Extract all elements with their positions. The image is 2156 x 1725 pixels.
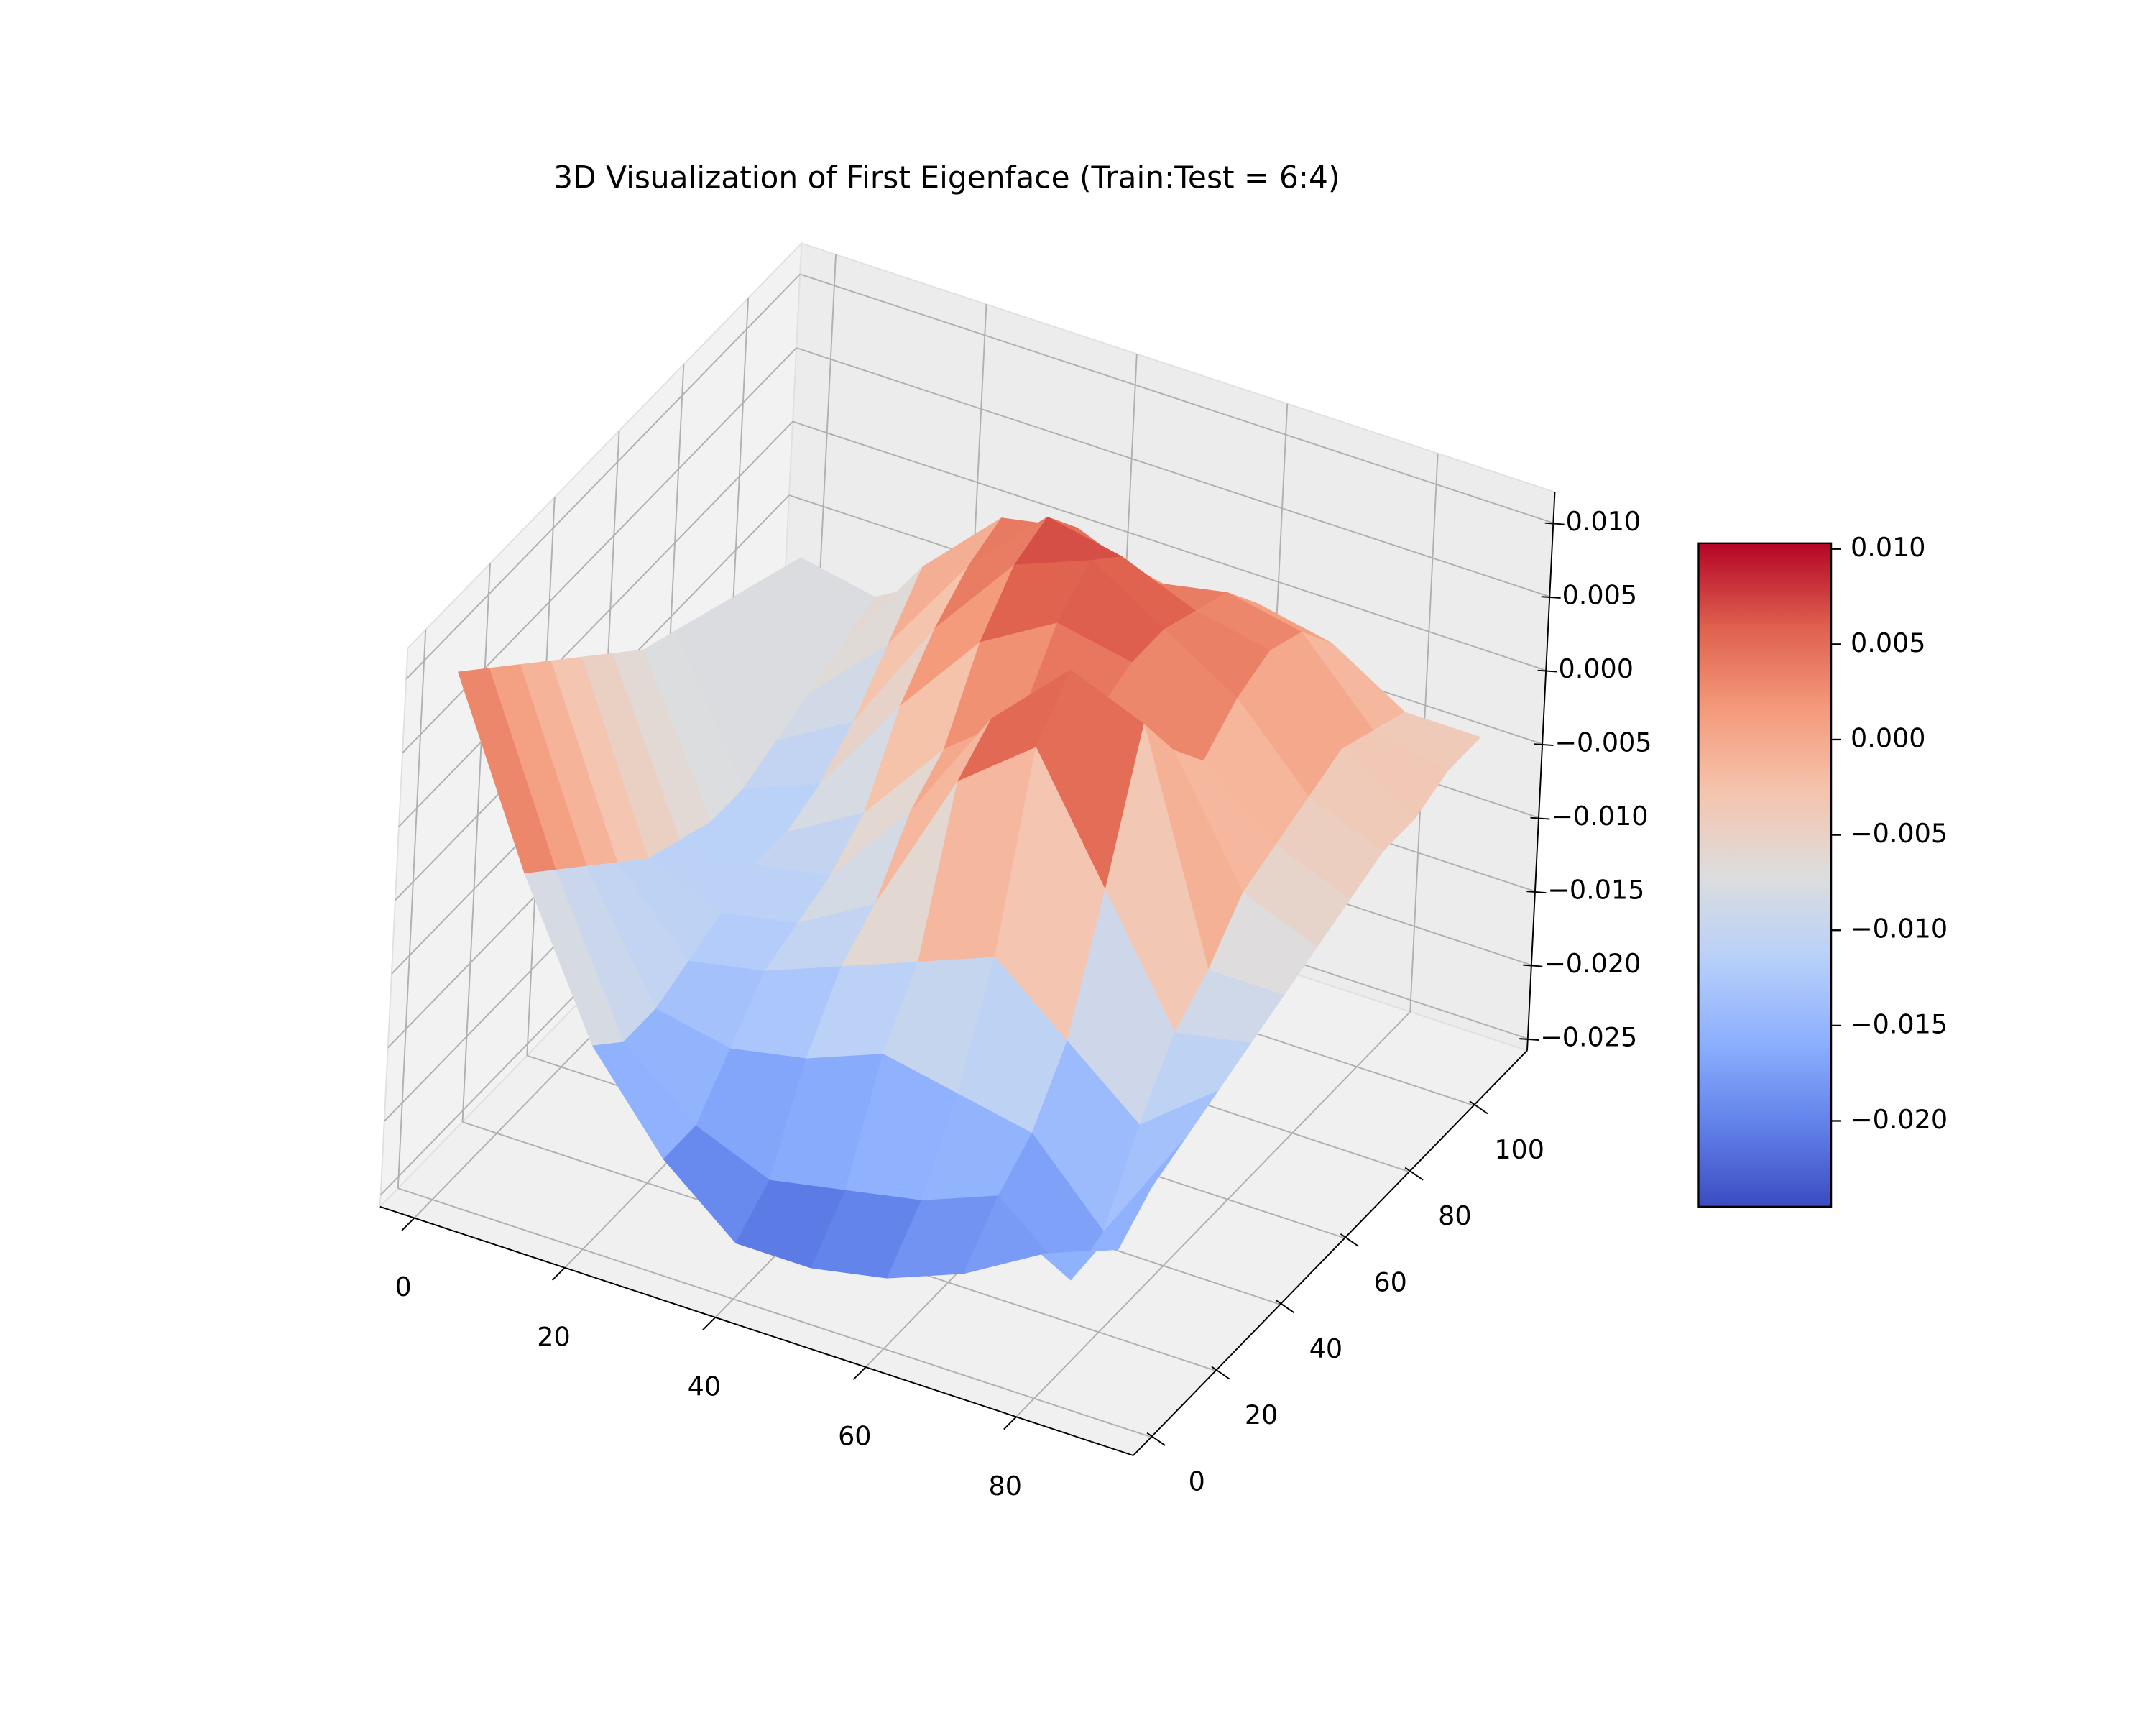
y-tick-label: 0 xyxy=(1189,1466,1205,1496)
z-tick xyxy=(1530,816,1550,820)
z-tick-label: 0.005 xyxy=(1562,580,1638,611)
z-tick-label: 0.000 xyxy=(1558,653,1634,684)
z-tick-label: −0.005 xyxy=(1554,727,1651,758)
x-tick-label: 0 xyxy=(395,1271,411,1302)
colorbar-tick-label: −0.015 xyxy=(1851,1008,1948,1039)
x-tick xyxy=(401,1217,415,1231)
x-tick xyxy=(702,1317,716,1330)
z-tick xyxy=(1537,669,1557,673)
y-tick xyxy=(1146,1432,1166,1446)
y-tick xyxy=(1276,1300,1295,1314)
z-tick xyxy=(1523,964,1543,967)
grid-line xyxy=(1015,1011,1411,1417)
x-tick-label: 80 xyxy=(988,1471,1021,1501)
grid-line xyxy=(461,563,491,1122)
chart-title: 3D Visualization of First Eigenface (Tra… xyxy=(553,160,1340,196)
y-axis-line xyxy=(1133,1049,1528,1456)
z-tick xyxy=(1544,522,1565,525)
grid-line xyxy=(397,630,427,1189)
x-tick-label: 60 xyxy=(838,1421,871,1452)
z-tick-label: −0.020 xyxy=(1544,948,1641,979)
y-tick xyxy=(1211,1366,1230,1380)
x-tick xyxy=(551,1267,566,1281)
y-tick-label: 80 xyxy=(1438,1200,1471,1231)
colorbar xyxy=(1697,542,1833,1208)
z-tick xyxy=(1541,596,1561,599)
z-tick xyxy=(1519,1038,1539,1041)
y-tick-label: 100 xyxy=(1494,1134,1544,1165)
y-tick-label: 20 xyxy=(1245,1399,1278,1430)
colorbar-tick-label: −0.005 xyxy=(1851,818,1948,849)
grid-line xyxy=(405,273,801,680)
z-tick-label: −0.010 xyxy=(1551,801,1648,832)
grid-line xyxy=(397,1187,1152,1438)
grid-line xyxy=(799,273,1554,524)
colorbar-tick-label: 0.005 xyxy=(1851,627,1926,658)
x-tick xyxy=(852,1366,867,1381)
z-axis-line xyxy=(1526,492,1556,1051)
surface-patch xyxy=(1041,1186,1153,1281)
y-tick-label: 60 xyxy=(1373,1266,1406,1297)
grid-line xyxy=(398,420,793,827)
z-tick-label: −0.025 xyxy=(1540,1022,1637,1053)
x-tick xyxy=(1003,1416,1017,1430)
z-tick-label: −0.015 xyxy=(1547,875,1644,906)
colorbar-tick-label: −0.020 xyxy=(1851,1104,1948,1135)
x-tick-label: 20 xyxy=(537,1321,570,1352)
z-tick-label: 0.010 xyxy=(1566,506,1641,537)
colorbar-tick-label: 0.010 xyxy=(1851,532,1926,563)
x-tick-label: 40 xyxy=(688,1371,721,1402)
y-tick xyxy=(1340,1233,1359,1247)
z-tick xyxy=(1534,743,1554,747)
grid-line xyxy=(796,347,1550,598)
colorbar-tick-label: −0.010 xyxy=(1851,914,1948,944)
y-tick-label: 40 xyxy=(1309,1333,1342,1364)
y-tick xyxy=(1469,1100,1488,1115)
z-tick xyxy=(1526,891,1547,894)
grid-line xyxy=(792,420,1547,671)
y-tick xyxy=(1404,1167,1424,1181)
colorbar-tick-label: 0.000 xyxy=(1851,722,1926,753)
x-axis-line xyxy=(379,1205,1134,1456)
